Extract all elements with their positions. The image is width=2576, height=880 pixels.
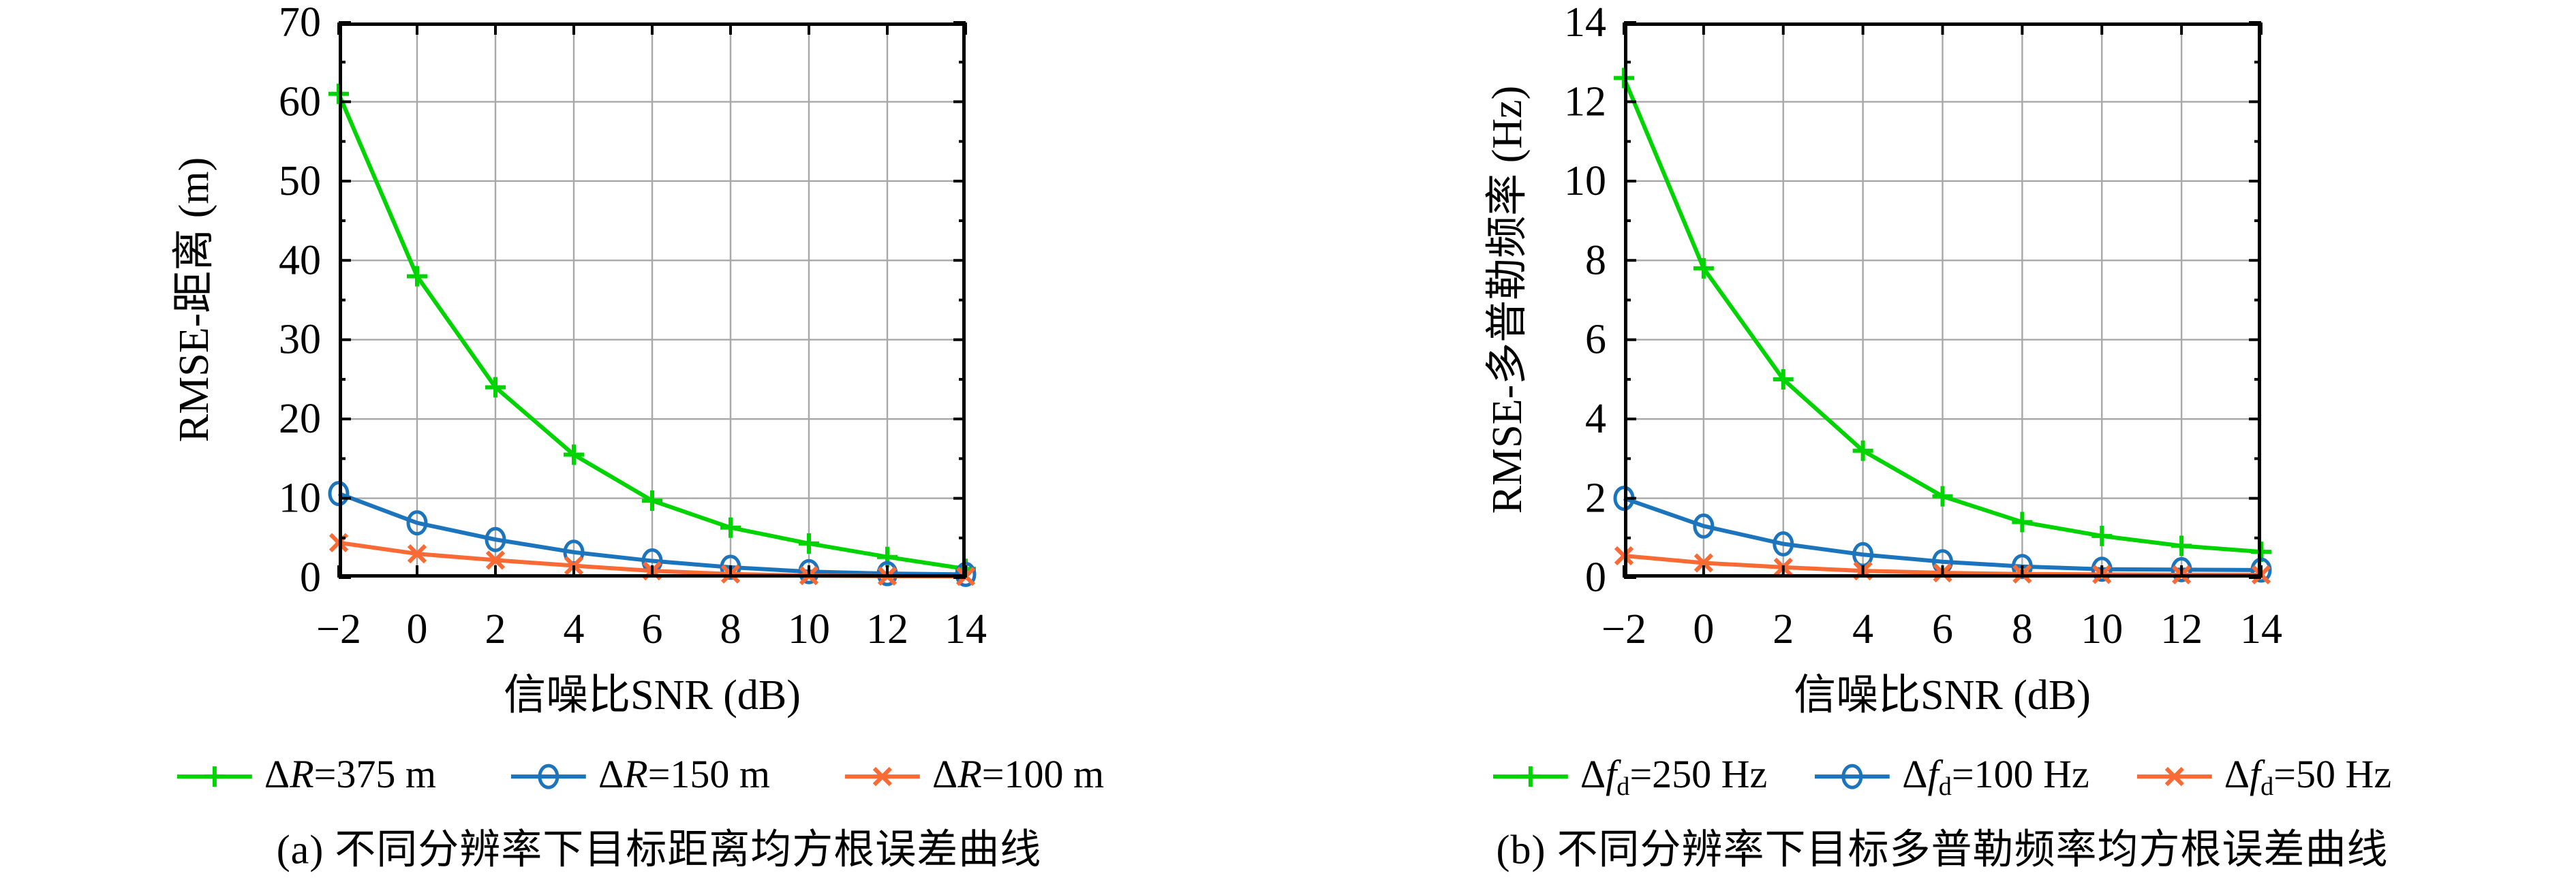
- legend-item-dfd250: Δfd=250 Hz: [1492, 751, 1768, 802]
- svg-text:4: 4: [564, 606, 585, 653]
- svg-text:60: 60: [279, 78, 321, 125]
- legend-item-dr375: ΔR=375 m: [177, 751, 436, 802]
- svg-text:−2: −2: [1601, 606, 1646, 653]
- gridlines: [339, 22, 966, 578]
- svg-text:2: 2: [1773, 606, 1794, 653]
- y-axis-label-b: RMSE-多普勒频率 (Hz): [1484, 85, 1531, 514]
- svg-text:4: 4: [1585, 396, 1606, 442]
- svg-text:14: 14: [945, 606, 987, 653]
- svg-text:30: 30: [279, 317, 321, 363]
- cross-marker-icon: [845, 766, 921, 787]
- y-axis-label-a: RMSE-距离 (m): [171, 157, 217, 443]
- legend-label: Δfd=100 Hz: [1902, 752, 2089, 801]
- legend-item-dr150: ΔR=150 m: [510, 751, 771, 802]
- svg-text:0: 0: [407, 606, 428, 653]
- series-plus: [1614, 67, 2271, 563]
- svg-text:−2: −2: [316, 606, 361, 653]
- svg-text:0: 0: [1585, 554, 1606, 601]
- svg-text:8: 8: [1585, 237, 1606, 283]
- plus-marker-icon: [1492, 766, 1568, 787]
- svg-text:6: 6: [1932, 606, 1953, 653]
- legend-b: Δfd=250 Hz Δfd=100 Hz Δfd=50 Hz: [1492, 751, 2392, 802]
- svg-text:8: 8: [2012, 606, 2033, 653]
- legend-a: ΔR=375 m ΔR=150 m ΔR=100 m: [177, 751, 1104, 802]
- svg-text:14: 14: [2240, 606, 2282, 653]
- svg-text:12: 12: [1564, 78, 1606, 125]
- svg-text:4: 4: [1852, 606, 1873, 653]
- circle-marker-icon: [1815, 764, 1890, 789]
- svg-text:6: 6: [1585, 317, 1606, 363]
- svg-text:0: 0: [1693, 606, 1714, 653]
- svg-text:8: 8: [720, 606, 741, 653]
- x-axis-label-a: 信噪比SNR (dB): [504, 672, 801, 719]
- legend-item-dfd100: Δfd=100 Hz: [1815, 751, 2089, 802]
- svg-text:2: 2: [485, 606, 506, 653]
- tick-labels: −2 0 2 4 6 8 10 12 14 0 2 4 6 8 10 12 14: [1564, 0, 2282, 653]
- svg-text:2: 2: [1585, 475, 1606, 522]
- svg-text:10: 10: [279, 475, 321, 522]
- svg-text:20: 20: [279, 396, 321, 442]
- legend-item-dfd50: Δfd=50 Hz: [2136, 751, 2392, 802]
- legend-label: Δfd=250 Hz: [1580, 752, 1768, 801]
- plot-area-a: −2 0 2 4 6 8 10 12 14 0 10 20 30 40 50 60 70: [279, 0, 987, 653]
- svg-text:12: 12: [2160, 606, 2203, 653]
- svg-text:70: 70: [279, 0, 321, 46]
- legend-label: Δfd=50 Hz: [2224, 752, 2392, 801]
- plot-area-b: −2 0 2 4 6 8 10 12 14 0 2 4 6 8 10 12 14: [1564, 0, 2282, 653]
- axis-ticks: [1623, 21, 2263, 579]
- svg-text:10: 10: [2081, 606, 2123, 653]
- cross-marker-icon: [2136, 766, 2212, 787]
- caption-b: (b) 不同分辨率下目标多普勒频率均方根误差曲线: [1496, 827, 2389, 873]
- legend-label: ΔR=375 m: [264, 752, 436, 797]
- caption-a: (a) 不同分辨率下目标距离均方根误差曲线: [276, 827, 1042, 873]
- svg-text:50: 50: [279, 158, 321, 204]
- svg-text:10: 10: [1564, 158, 1606, 204]
- svg-text:40: 40: [279, 237, 321, 283]
- tick-labels: −2 0 2 4 6 8 10 12 14 0 10 20 30 40 50 60 70: [279, 0, 987, 653]
- svg-text:14: 14: [1564, 0, 1606, 46]
- legend-label: ΔR=150 m: [598, 752, 771, 797]
- x-axis-label-b: 信噪比SNR (dB): [1794, 672, 2091, 719]
- plus-marker-icon: [177, 766, 252, 787]
- circle-marker-icon: [510, 764, 586, 789]
- series-circle: [328, 481, 977, 587]
- svg-text:0: 0: [300, 554, 321, 601]
- svg-text:10: 10: [788, 606, 830, 653]
- axis-ticks: [337, 21, 967, 579]
- legend-label: ΔR=100 m: [932, 752, 1105, 797]
- svg-text:12: 12: [866, 606, 908, 653]
- svg-text:6: 6: [642, 606, 663, 653]
- legend-item-dr100: ΔR=100 m: [845, 751, 1104, 802]
